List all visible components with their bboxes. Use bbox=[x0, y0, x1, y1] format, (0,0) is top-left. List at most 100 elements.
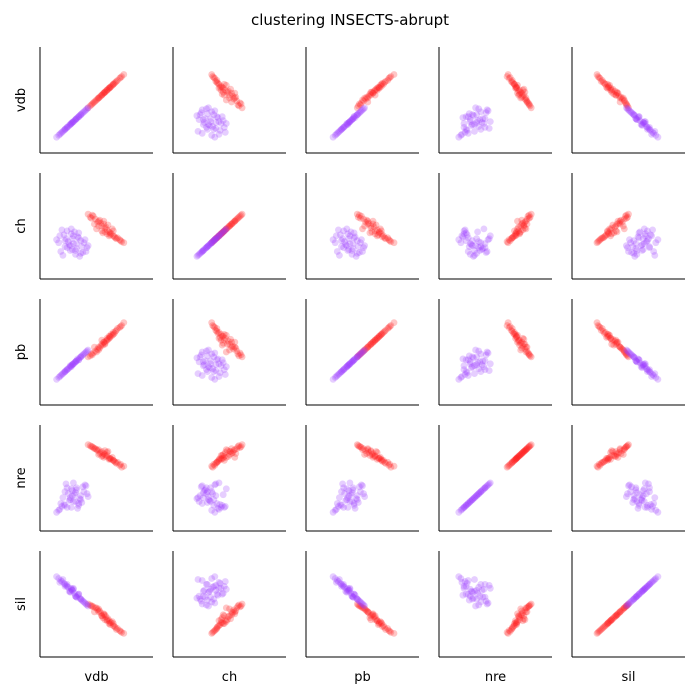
scatter-point bbox=[208, 239, 216, 247]
scatter-point bbox=[356, 351, 363, 359]
scatter-point bbox=[67, 584, 75, 592]
scatter-point bbox=[70, 360, 77, 368]
scatter-point bbox=[228, 220, 236, 228]
scatter-point bbox=[368, 611, 376, 619]
scatter-point bbox=[59, 494, 67, 501]
scatter-point bbox=[521, 218, 529, 226]
scatter-point bbox=[231, 89, 239, 97]
scatter-point bbox=[516, 86, 523, 94]
scatter-point bbox=[512, 232, 519, 240]
scatter-point bbox=[218, 455, 226, 462]
scatter-point bbox=[210, 496, 218, 503]
scatter-point bbox=[208, 319, 216, 326]
scatter-point bbox=[198, 348, 206, 356]
scatter-point bbox=[64, 583, 72, 591]
scatter-point bbox=[215, 232, 223, 240]
scatter-point bbox=[647, 580, 654, 587]
scatter-point bbox=[628, 483, 635, 491]
scatter-point bbox=[80, 108, 88, 116]
scatter-point bbox=[358, 481, 365, 489]
scatter-point bbox=[646, 484, 653, 492]
scatter-point bbox=[231, 217, 239, 225]
scatter-point bbox=[469, 496, 476, 503]
scatter-point bbox=[232, 607, 240, 615]
scatter-point bbox=[70, 240, 77, 248]
scatter-point bbox=[346, 232, 354, 240]
scatter-point bbox=[612, 448, 620, 455]
scatter-point bbox=[365, 449, 373, 456]
scatter-point bbox=[103, 617, 111, 625]
scatter-point bbox=[523, 215, 531, 223]
scatter-point bbox=[338, 237, 345, 245]
scatter-point bbox=[67, 363, 75, 371]
scatter-point bbox=[347, 228, 355, 236]
scatter-point bbox=[345, 492, 353, 499]
scatter-point bbox=[228, 450, 236, 457]
scatter-point bbox=[77, 353, 85, 361]
scatter-point bbox=[205, 496, 212, 503]
scatter-point bbox=[368, 451, 376, 458]
scatter-point bbox=[226, 340, 233, 348]
scatter-point bbox=[114, 234, 121, 242]
scatter-point bbox=[630, 353, 638, 361]
scatter-point bbox=[627, 350, 634, 358]
scatter-point bbox=[610, 614, 618, 622]
scatter-point bbox=[94, 606, 101, 614]
scatter-point bbox=[233, 604, 241, 612]
scatter-point bbox=[363, 450, 371, 457]
scatter-point bbox=[220, 583, 228, 590]
scatter-point bbox=[66, 588, 74, 596]
scatter-point bbox=[469, 111, 476, 119]
scatter-point bbox=[111, 330, 118, 337]
scatter-point bbox=[353, 492, 361, 499]
scatter-point bbox=[616, 343, 624, 351]
scatter-point bbox=[97, 219, 105, 227]
scatter-point bbox=[57, 372, 65, 379]
scatter-point bbox=[77, 353, 85, 361]
scatter-point bbox=[651, 494, 659, 501]
scatter-point bbox=[72, 247, 79, 254]
scatter-point bbox=[384, 458, 392, 466]
scatter-point bbox=[622, 99, 629, 107]
scatter-point bbox=[460, 504, 468, 511]
scatter-point bbox=[60, 580, 68, 587]
scatter-point bbox=[596, 324, 604, 331]
scatter-point bbox=[215, 579, 223, 586]
scatter-point bbox=[469, 496, 476, 503]
scatter-point bbox=[512, 619, 519, 626]
scatter-point bbox=[368, 228, 376, 236]
scatter-point bbox=[348, 592, 356, 600]
scatter-point bbox=[618, 447, 626, 454]
scatter-point bbox=[346, 585, 354, 593]
scatter-point bbox=[478, 487, 486, 495]
scatter-point bbox=[369, 89, 377, 97]
scatter-point bbox=[346, 360, 354, 368]
scatter-point bbox=[373, 617, 381, 625]
scatter-point bbox=[649, 371, 656, 378]
scatter-point bbox=[212, 492, 220, 499]
panel-ch-vs-vdb bbox=[39, 173, 153, 280]
scatter-point bbox=[218, 614, 226, 622]
scatter-point bbox=[466, 116, 474, 123]
scatter-point bbox=[354, 499, 362, 506]
scatter-point bbox=[204, 243, 211, 251]
scatter-point bbox=[471, 121, 478, 128]
scatter-point bbox=[343, 363, 351, 371]
scatter-point bbox=[87, 214, 95, 222]
scatter-point bbox=[67, 585, 75, 593]
scatter-point bbox=[519, 86, 527, 94]
scatter-point bbox=[639, 487, 647, 495]
scatter-point bbox=[205, 104, 212, 112]
scatter-point bbox=[213, 625, 221, 632]
scatter-point bbox=[193, 594, 201, 602]
scatter-point bbox=[368, 339, 376, 347]
scatter-point bbox=[208, 506, 216, 514]
scatter-point bbox=[53, 376, 60, 383]
scatter-point bbox=[362, 606, 369, 614]
scatter-point bbox=[623, 443, 630, 450]
scatter-point bbox=[341, 238, 348, 246]
scatter-point bbox=[213, 234, 221, 242]
scatter-point bbox=[204, 488, 211, 496]
scatter-point bbox=[82, 600, 90, 608]
scatter-point bbox=[358, 599, 365, 607]
